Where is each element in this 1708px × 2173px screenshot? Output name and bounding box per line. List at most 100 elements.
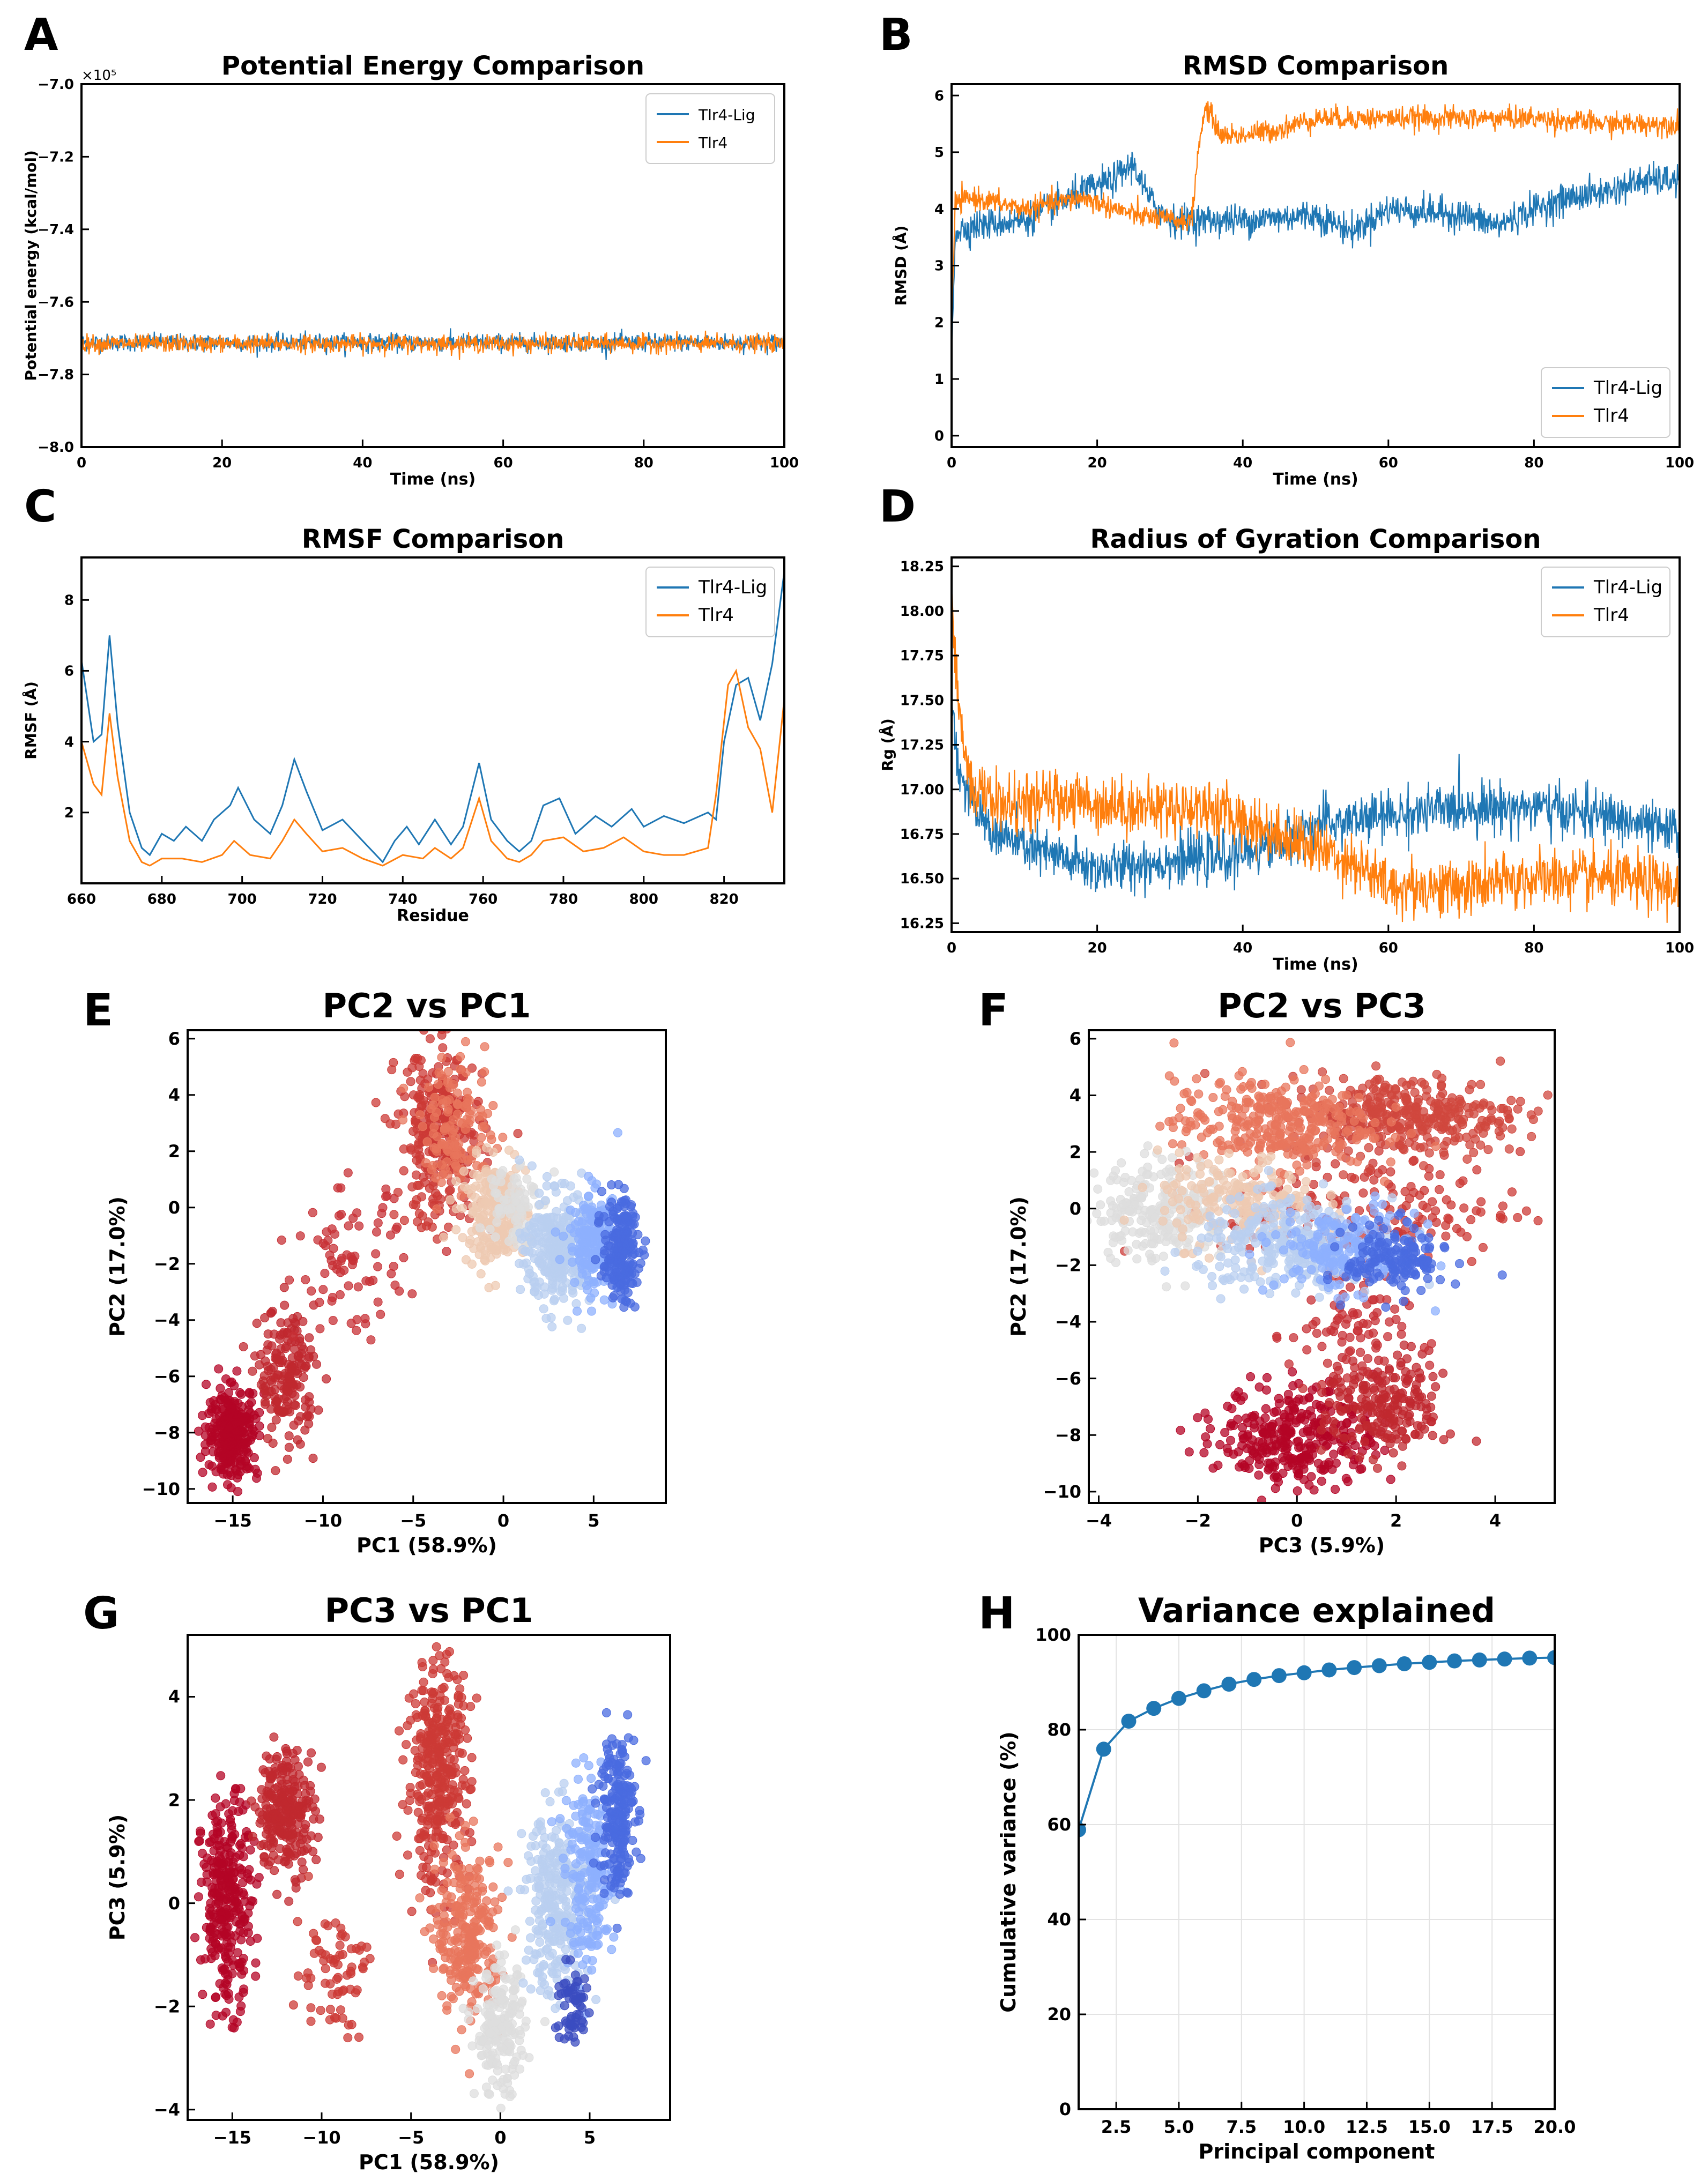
scatter-point — [1143, 1141, 1153, 1151]
scatter-point — [425, 1034, 435, 1044]
y-tick-label: −8.0 — [38, 440, 74, 456]
scatter-point — [1328, 1417, 1338, 1426]
scatter-point — [1096, 1200, 1105, 1210]
scatter-point — [1447, 1093, 1457, 1103]
scatter-point — [1285, 1136, 1295, 1145]
scatter-point — [352, 1315, 362, 1324]
scatter-point — [1365, 1092, 1375, 1102]
scatter-point — [418, 1122, 427, 1132]
scatter-point — [1380, 1446, 1390, 1455]
scatter-point — [1521, 1206, 1531, 1216]
scatter-point — [1446, 1200, 1456, 1210]
scatter-point — [290, 1391, 300, 1401]
scatter-point — [407, 1289, 417, 1299]
scatter-point — [515, 1259, 524, 1268]
y-tick-label: 18.25 — [900, 559, 944, 575]
scatter-point — [1430, 1306, 1440, 1316]
scatter-point — [1294, 1119, 1303, 1129]
scatter-point — [1336, 1405, 1346, 1415]
scatter-point — [372, 1227, 381, 1237]
scatter-point — [1269, 1408, 1279, 1417]
scatter-point — [348, 1214, 358, 1223]
scatter-point — [486, 1245, 496, 1254]
x-tick-label: 0 — [497, 1510, 509, 1531]
scatter-point — [378, 1203, 388, 1212]
scatter-point — [1176, 1205, 1185, 1215]
scatter-point — [1260, 1124, 1270, 1134]
y-tick-label: −7.0 — [38, 77, 74, 93]
y-tick-label: −6 — [154, 1366, 180, 1387]
scatter-point — [348, 1255, 358, 1264]
y-tick-label: −7.8 — [38, 367, 74, 383]
scatter-point — [202, 1870, 212, 1879]
scatter-point — [1214, 1155, 1224, 1165]
scatter-point — [1321, 1243, 1330, 1252]
scatter-point — [549, 1181, 559, 1190]
scatter-point — [1215, 1440, 1225, 1449]
x-tick-label: 60 — [494, 455, 513, 471]
scatter-point — [406, 1077, 415, 1086]
scatter-point — [251, 1971, 261, 1981]
scatter-point — [1162, 1282, 1171, 1292]
chart-title: Radius of Gyration Comparison — [1090, 524, 1541, 554]
legend-box — [1541, 367, 1670, 438]
scatter-point — [437, 1095, 447, 1105]
scatter-point — [443, 1107, 452, 1117]
y-tick-label: 4 — [934, 202, 944, 218]
scatter-point — [485, 1225, 495, 1234]
scatter-point — [1200, 1408, 1210, 1418]
scatter-point — [1247, 1435, 1257, 1445]
scatter-point — [1365, 1277, 1374, 1286]
chart-title: Potential Energy Comparison — [221, 51, 644, 81]
scatter-point — [1276, 1086, 1286, 1096]
scatter-point — [577, 1323, 586, 1333]
scatter-point — [1428, 1431, 1437, 1440]
scatter-point — [1244, 1219, 1254, 1229]
scatter-point — [1325, 1386, 1335, 1396]
scatter-point — [471, 1181, 481, 1191]
scatter-point — [551, 1227, 560, 1237]
scatter-point — [1089, 1168, 1099, 1178]
scatter-point — [1394, 1140, 1404, 1150]
scatter-point — [1286, 1239, 1295, 1249]
scatter-point — [373, 1218, 383, 1227]
scatter-point — [1293, 1486, 1302, 1495]
scatter-point — [1375, 1074, 1384, 1084]
scatter-point — [1400, 1268, 1409, 1277]
scatter-point — [1268, 1259, 1278, 1268]
scatter-point — [207, 1404, 217, 1413]
scatter-point — [1399, 1297, 1408, 1306]
scatter-point — [1239, 1143, 1249, 1152]
scatter-point — [555, 1255, 565, 1264]
x-tick-label: 0 — [947, 455, 956, 471]
scatter-point — [1516, 1097, 1525, 1106]
scatter-point — [560, 1179, 569, 1188]
scatter-point — [1329, 1426, 1339, 1435]
y-tick-label: 4 — [1070, 1085, 1081, 1106]
scatter-point — [1348, 1222, 1357, 1232]
plot-area — [81, 328, 784, 360]
scatter-point — [620, 1268, 630, 1278]
scatter-point — [1251, 1203, 1260, 1212]
scatter-point — [1093, 1184, 1103, 1194]
scatter-point — [1239, 1284, 1249, 1294]
scatter-point — [1419, 1161, 1428, 1171]
axes-frame — [187, 1029, 667, 1504]
scatter-point — [1249, 1168, 1259, 1178]
scatter-point — [1317, 1342, 1327, 1351]
scatter-point — [295, 1439, 305, 1449]
scatter-cluster-1 — [1316, 1341, 1481, 1473]
scatter-point — [1463, 1103, 1473, 1112]
scatter-point — [613, 1128, 622, 1137]
scatter-point — [452, 1099, 462, 1108]
scatter-point — [1476, 1080, 1486, 1089]
scatter-point — [503, 1247, 513, 1256]
scatter-point — [1386, 1157, 1395, 1167]
scatter-point — [451, 1161, 461, 1171]
axes-frame — [1088, 1029, 1556, 1504]
scatter-point — [481, 1165, 491, 1174]
scatter-point — [320, 1269, 330, 1278]
scatter-point — [1496, 1056, 1505, 1066]
scatter-point — [1237, 1230, 1246, 1239]
scatter-point — [1370, 1118, 1380, 1127]
